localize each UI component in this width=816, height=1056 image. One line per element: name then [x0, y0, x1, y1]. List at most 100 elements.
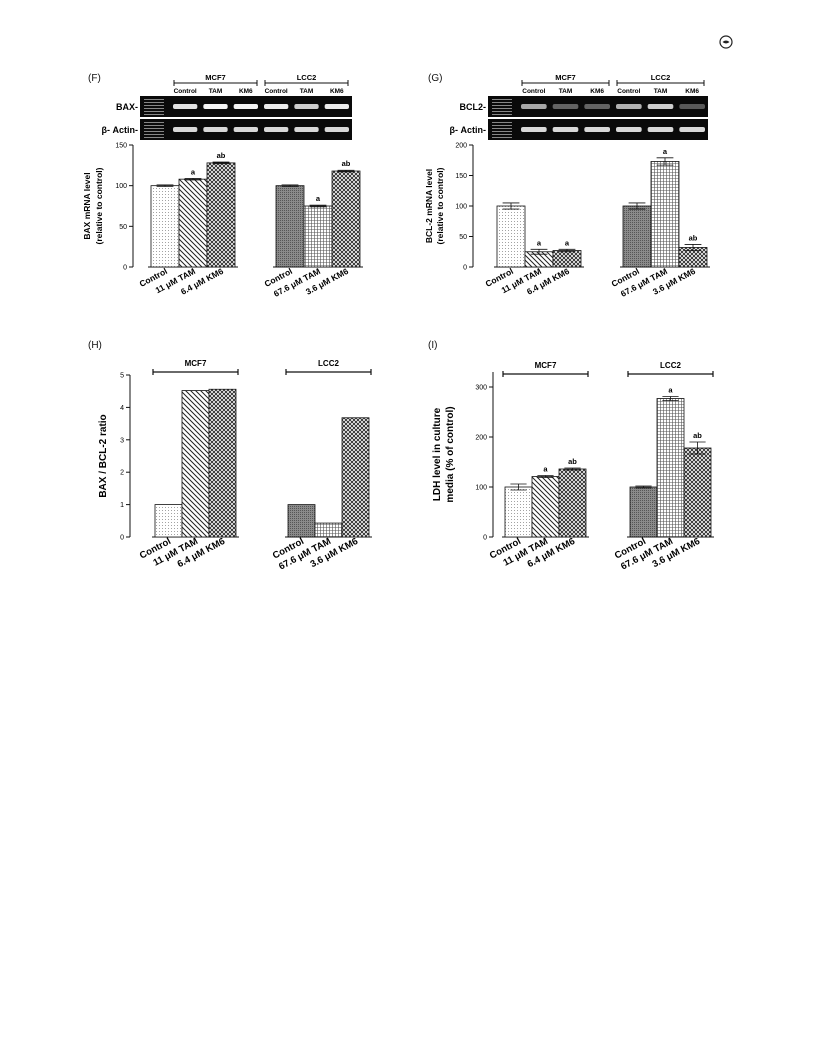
significance-label: ab	[217, 151, 226, 160]
gel-ladder-band	[492, 122, 512, 123]
gel-band	[647, 104, 674, 109]
gel-band	[264, 104, 289, 109]
y-axis-label: (relative to control)	[94, 167, 104, 244]
gel-band	[521, 127, 547, 132]
significance-label: a	[537, 238, 542, 247]
gel-ladder-band	[492, 134, 512, 135]
gel-band	[647, 127, 674, 132]
gel-ladder-band	[144, 102, 164, 103]
bar	[178, 178, 208, 268]
gel-ladder-band	[144, 137, 164, 138]
y-tick-label: 0	[463, 265, 467, 272]
y-tick-label: 0	[123, 265, 127, 272]
y-axis-label: media (% of control)	[445, 406, 456, 502]
gel-band	[521, 104, 547, 109]
significance-label: a	[663, 147, 668, 156]
group-label: MCF7	[535, 361, 557, 370]
bar	[531, 476, 560, 538]
bar	[656, 398, 685, 538]
y-tick-label: 0	[120, 535, 124, 542]
bar	[206, 162, 236, 268]
plot-area: 0 50 100 150 200 BCL-2 mRNA level (relative to…	[424, 143, 710, 299]
gel-lane-label: TAM	[209, 88, 223, 95]
y-axis-label: BCL-2 mRNA level	[424, 169, 434, 243]
gel-band	[203, 104, 228, 109]
gel-row-label: β- Actin-	[102, 125, 139, 135]
gel-band	[233, 127, 258, 132]
gel-band	[679, 104, 705, 109]
bar	[208, 388, 237, 538]
significance-label: ab	[689, 233, 698, 242]
gel-group-label: MCF7	[555, 73, 575, 82]
bar	[496, 205, 526, 268]
y-tick-label: 4	[120, 405, 124, 412]
y-tick-label: 100	[115, 183, 127, 190]
bar	[287, 504, 316, 538]
group-label: LCC2	[318, 359, 339, 368]
gel-ladder-band	[144, 122, 164, 123]
gel-blot: Control TAM KM6 Control TAM KM6 MCF7 LCC2 BCL2- β…	[450, 73, 708, 140]
bar	[181, 390, 210, 538]
gel-row-label: BAX-	[116, 102, 138, 112]
gel-blot: Control TAM KM6 Control TAM KM6 MCF7 LCC2 BAX-β-…	[102, 73, 352, 140]
bar	[314, 522, 343, 538]
y-tick-label: 50	[459, 234, 467, 241]
gel-ladder-band	[144, 125, 164, 126]
y-tick-label: 5	[120, 373, 124, 380]
gel-ladder-band	[492, 102, 512, 103]
significance-label: a	[668, 386, 673, 395]
gel-band	[584, 127, 610, 132]
gel-ladder-band	[144, 128, 164, 129]
gel-band	[324, 127, 349, 132]
significance-label: ab	[342, 159, 351, 168]
bar	[650, 161, 680, 268]
gel-lane-label: KM6	[685, 88, 699, 95]
gel-ladder-band	[492, 131, 512, 132]
bar	[331, 170, 361, 268]
gel-lane-label: KM6	[330, 88, 344, 95]
bar	[303, 205, 333, 268]
bar	[629, 486, 658, 538]
gel-row-label: BCL2-	[460, 102, 487, 112]
panel-label-h: (H)	[88, 340, 102, 351]
significance-label: a	[316, 194, 321, 203]
bar	[341, 417, 370, 538]
gel-ladder-band	[492, 114, 512, 115]
bar	[150, 185, 180, 268]
gel-band	[233, 104, 258, 109]
y-tick-label: 150	[455, 173, 467, 180]
gel-band	[552, 127, 579, 132]
chart-panel-g: Control TAM KM6 Control TAM KM6 MCF7 LCC2 BCL2- β…	[424, 73, 710, 299]
y-tick-label: 200	[455, 143, 467, 150]
y-tick-label: 100	[475, 485, 487, 492]
gel-band	[616, 104, 642, 109]
gel-ladder-band	[144, 105, 164, 106]
gel-band	[294, 127, 319, 132]
gel-ladder-band	[492, 137, 512, 138]
gel-ladder-band	[144, 108, 164, 109]
y-tick-label: 0	[483, 535, 487, 542]
significance-label: ab	[568, 457, 577, 466]
gel-ladder-band	[492, 99, 512, 100]
bar	[504, 486, 533, 538]
y-tick-label: 300	[475, 385, 487, 392]
gel-lane-label: KM6	[590, 88, 604, 95]
y-tick-label: 50	[119, 224, 127, 231]
gel-lane-label: Control	[265, 88, 288, 95]
y-axis-label: LDH level in culture	[432, 407, 443, 501]
chart-panel-f: Control TAM KM6 Control TAM KM6 MCF7 LCC2 BAX-β-…	[82, 73, 363, 299]
gel-lane-label: KM6	[239, 88, 253, 95]
chart-panel-i: 0 100 200 300 LDH level in culture media (% o…	[432, 361, 714, 573]
gel-ladder-band	[144, 111, 164, 112]
y-tick-label: 1	[120, 502, 124, 509]
gel-ladder-band	[492, 111, 512, 112]
panel-label-g: (G)	[428, 73, 443, 84]
plot-area: 0 100 200 300 LDH level in culture media (% o…	[432, 361, 714, 573]
bar	[552, 250, 582, 268]
gel-band	[173, 104, 198, 109]
panel-label-i: (I)	[428, 340, 438, 351]
gel-band	[264, 127, 289, 132]
bar	[275, 185, 305, 268]
gel-ladder-band	[144, 99, 164, 100]
